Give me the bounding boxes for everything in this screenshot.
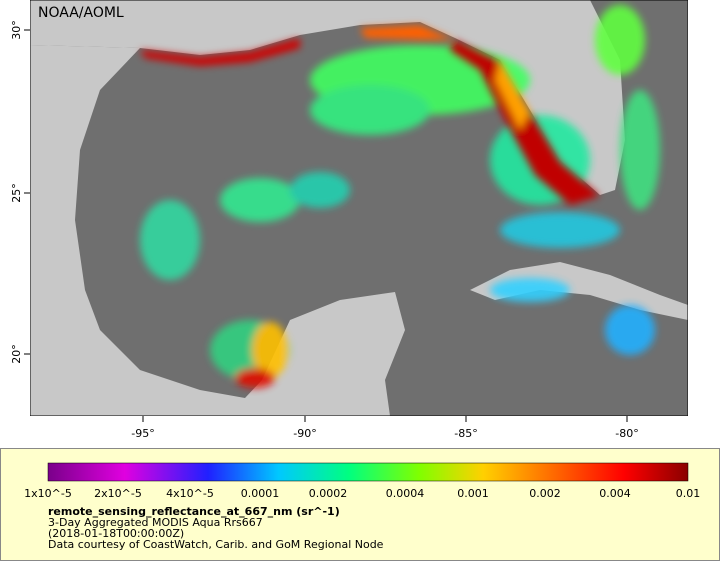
- lon-label: -85°: [454, 427, 477, 440]
- colorbar-label: 0.002: [529, 487, 561, 500]
- us-coast: [30, 0, 625, 195]
- colorbar-label: 0.0002: [309, 487, 348, 500]
- description: (2018-01-18T00:00:00Z): [48, 527, 184, 540]
- colorbar-label: 0.0001: [241, 487, 280, 500]
- axis-ticks: [24, 29, 628, 422]
- colorbar-labels: 1x10^-5 2x10^-5 4x10^-5 0.0001 0.0002 0.0004 0…: [24, 487, 700, 500]
- colorbar-label: 1x10^-5: [24, 487, 72, 500]
- map: [30, 0, 688, 416]
- colorbar-label: 0.004: [599, 487, 631, 500]
- lat-label: 25°: [10, 183, 23, 203]
- description: Data courtesy of CoastWatch, Carib. and …: [48, 538, 384, 551]
- description: 3-Day Aggregated MODIS Aqua Rrs667: [48, 516, 263, 529]
- coastal-turbidity: [140, 25, 600, 205]
- mexico: [30, 45, 405, 416]
- credit: NOAA/AOML: [38, 5, 124, 21]
- lat-label: 30°: [10, 20, 23, 40]
- colorbar-label: 0.0004: [386, 487, 425, 500]
- lat-label: 20°: [10, 344, 23, 364]
- credit-bg: [34, 2, 130, 22]
- colorbar: [47, 462, 689, 482]
- variable-name: remote_sensing_reflectance_at_667_nm (sr…: [48, 505, 340, 518]
- colorbar-label: 0.001: [457, 487, 489, 500]
- lon-label: -95°: [131, 427, 154, 440]
- lon-label: -90°: [293, 427, 316, 440]
- colorbar-label: 0.01: [676, 487, 701, 500]
- colorbar-label: 2x10^-5: [94, 487, 142, 500]
- colorbar-label: 4x10^-5: [166, 487, 214, 500]
- lon-label: -80°: [615, 427, 638, 440]
